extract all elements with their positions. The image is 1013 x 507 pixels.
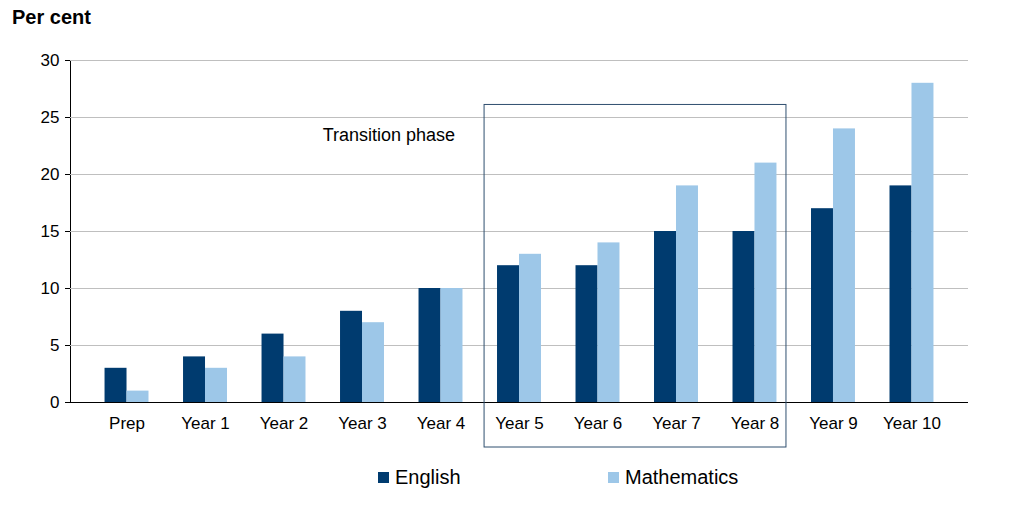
svg-text:Year 7: Year 7 [652, 414, 701, 433]
svg-text:20: 20 [41, 165, 60, 184]
html-text:Mathematics: Mathematics [625, 466, 739, 488]
svg-text:Year 4: Year 4 [417, 414, 466, 433]
svg-text:Year 9: Year 9 [809, 414, 858, 433]
svg-text:Year 8: Year 8 [731, 414, 780, 433]
svg-text:30: 30 [41, 51, 60, 70]
svg-text:Year 10: Year 10 [883, 414, 941, 433]
svg-text:Prep: Prep [109, 414, 145, 433]
svg-text:0: 0 [50, 393, 59, 412]
html-text:English: English [395, 466, 461, 488]
svg-text:Year 1: Year 1 [181, 414, 230, 433]
svg-text:Transition phase: Transition phase [323, 125, 455, 145]
svg-text:15: 15 [41, 222, 60, 241]
svg-text:10: 10 [41, 279, 60, 298]
svg-text:Year 6: Year 6 [574, 414, 623, 433]
svg-text:Year 2: Year 2 [260, 414, 309, 433]
svg-text:Year 5: Year 5 [495, 414, 544, 433]
svg-text:Year 3: Year 3 [338, 414, 387, 433]
svg-text:5: 5 [50, 336, 59, 355]
html-text:Per cent: Per cent [12, 6, 91, 28]
svg-text:25: 25 [41, 108, 60, 127]
